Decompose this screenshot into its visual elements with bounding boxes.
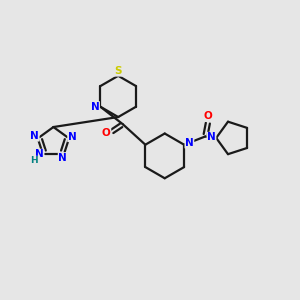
Text: N: N [68, 132, 76, 142]
Text: N: N [30, 131, 39, 141]
Text: H: H [30, 156, 38, 165]
Text: O: O [204, 111, 213, 122]
Text: N: N [35, 149, 44, 159]
Text: N: N [58, 153, 67, 163]
Text: N: N [207, 132, 216, 142]
Text: N: N [91, 102, 99, 112]
Text: O: O [102, 128, 111, 138]
Text: S: S [115, 66, 122, 76]
Text: N: N [185, 138, 194, 148]
